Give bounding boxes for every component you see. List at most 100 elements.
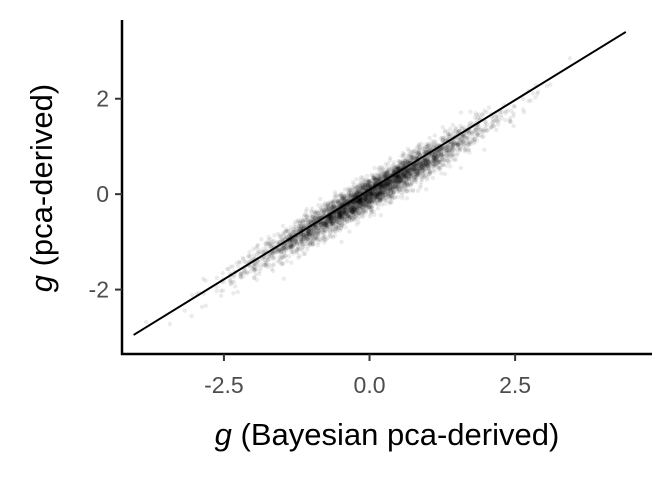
- data-point: [266, 254, 271, 260]
- data-point: [317, 229, 322, 235]
- data-point: [332, 217, 337, 222]
- data-point: [365, 184, 371, 189]
- data-point: [407, 154, 412, 160]
- data-point: [378, 184, 383, 189]
- data-point: [326, 224, 331, 230]
- data-point: [426, 172, 431, 177]
- data-point: [328, 215, 333, 220]
- data-point: [417, 172, 423, 177]
- data-point: [329, 204, 335, 209]
- data-point: [380, 171, 386, 176]
- data-point: [276, 248, 282, 254]
- data-point: [469, 131, 475, 136]
- data-point: [350, 209, 355, 215]
- data-point: [314, 227, 320, 232]
- data-point: [368, 199, 374, 205]
- data-point: [463, 141, 469, 146]
- data-point: [400, 161, 405, 166]
- data-point: [363, 193, 368, 198]
- data-point: [364, 198, 370, 204]
- data-point: [373, 189, 379, 194]
- data-point: [439, 154, 445, 160]
- data-point: [420, 162, 425, 167]
- data-point: [432, 156, 437, 162]
- data-point: [402, 160, 407, 166]
- data-point: [287, 245, 292, 250]
- data-point: [360, 187, 366, 192]
- data-point: [315, 230, 320, 235]
- data-point: [271, 262, 277, 267]
- data-point: [473, 127, 479, 132]
- data-point: [321, 237, 327, 243]
- data-point: [432, 159, 437, 164]
- data-point: [363, 182, 368, 188]
- data-point: [308, 217, 313, 223]
- data-point: [269, 266, 274, 272]
- data-point: [444, 150, 449, 156]
- data-point: [297, 242, 303, 247]
- data-point: [533, 95, 538, 100]
- data-point: [323, 218, 328, 224]
- data-point: [344, 211, 349, 217]
- data-point: [316, 225, 322, 230]
- data-point: [314, 209, 319, 214]
- data-point: [378, 195, 383, 201]
- data-point: [372, 188, 377, 193]
- data-point: [405, 146, 410, 152]
- data-point: [417, 166, 422, 172]
- data-point: [459, 138, 464, 143]
- data-point: [447, 133, 452, 139]
- data-point: [383, 193, 388, 198]
- data-point: [289, 260, 294, 265]
- data-point: [374, 176, 379, 182]
- data-point: [415, 172, 421, 178]
- data-point: [258, 265, 264, 270]
- data-point: [361, 210, 366, 215]
- data-point: [345, 206, 350, 211]
- x-axis-title-var: g: [215, 417, 232, 452]
- data-point: [414, 172, 420, 177]
- data-point: [387, 188, 392, 193]
- data-point: [338, 191, 344, 197]
- data-point: [277, 233, 282, 239]
- data-point: [301, 234, 306, 240]
- data-point: [379, 198, 384, 203]
- data-point: [290, 246, 295, 251]
- data-point: [391, 180, 397, 185]
- data-point: [460, 137, 466, 143]
- data-point: [467, 141, 472, 146]
- data-point: [450, 131, 456, 136]
- data-point: [377, 188, 382, 194]
- data-point: [330, 227, 335, 232]
- data-point: [293, 239, 299, 244]
- data-point: [352, 201, 358, 206]
- data-point: [455, 143, 460, 148]
- data-point: [336, 222, 341, 227]
- data-point: [403, 170, 408, 175]
- data-point: [332, 194, 337, 200]
- data-point: [360, 201, 365, 206]
- data-point: [436, 165, 441, 170]
- data-point: [364, 200, 369, 206]
- data-point: [411, 177, 416, 182]
- data-point: [377, 190, 383, 196]
- data-point: [320, 222, 325, 228]
- data-point: [340, 218, 346, 223]
- data-point: [243, 270, 248, 275]
- data-point: [395, 175, 400, 180]
- data-point: [459, 134, 465, 139]
- data-point: [297, 253, 302, 259]
- data-point: [291, 237, 296, 242]
- data-point: [279, 252, 284, 257]
- data-point: [338, 192, 343, 198]
- data-point: [346, 186, 351, 191]
- data-point: [395, 174, 400, 180]
- data-point: [373, 195, 378, 200]
- data-point: [307, 240, 312, 246]
- data-point: [379, 165, 385, 170]
- data-point: [336, 214, 341, 219]
- data-point: [379, 184, 384, 190]
- data-point: [349, 205, 355, 210]
- data-point: [374, 198, 380, 203]
- data-point: [409, 173, 415, 178]
